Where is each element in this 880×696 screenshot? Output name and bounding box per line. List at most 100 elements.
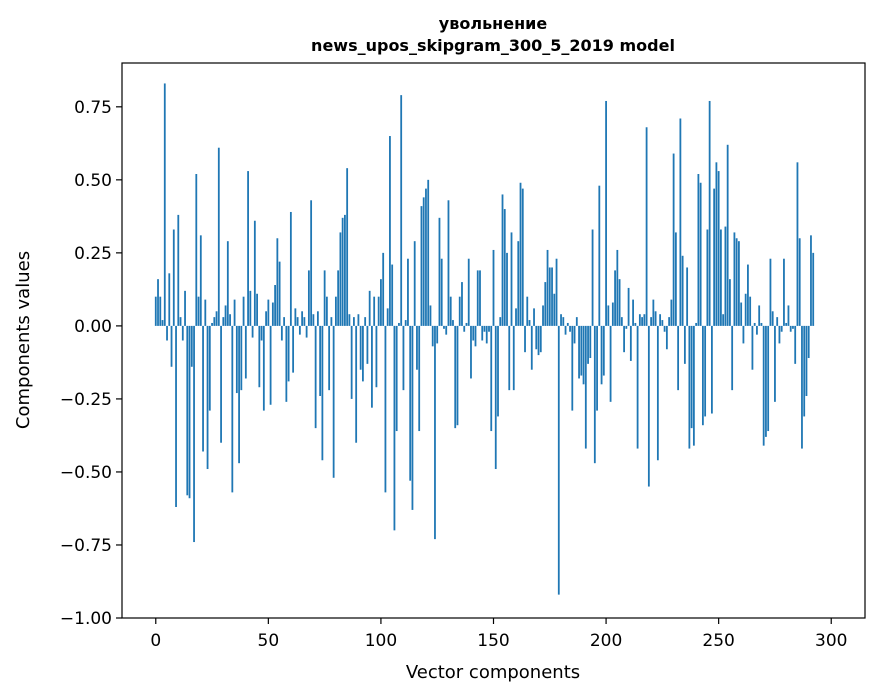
bar (672, 153, 675, 326)
bar (663, 325, 666, 332)
bar (539, 325, 542, 353)
bar (465, 322, 468, 326)
bar (447, 200, 450, 326)
bar (692, 325, 695, 446)
bar (695, 322, 698, 326)
bar (461, 282, 463, 326)
bar (278, 261, 281, 326)
bar (632, 299, 634, 326)
bar (587, 325, 589, 364)
bar (213, 317, 216, 326)
bar (328, 325, 331, 391)
bar (244, 325, 247, 379)
bar (492, 249, 495, 326)
bar (528, 320, 531, 326)
bar (159, 296, 162, 326)
bar (215, 311, 218, 326)
bar (427, 179, 430, 326)
bar (501, 194, 504, 326)
bar (481, 325, 484, 341)
bar (235, 325, 238, 394)
bar (575, 317, 578, 326)
bar (409, 325, 412, 481)
bar (463, 325, 466, 332)
bar (778, 325, 781, 344)
bar (181, 325, 184, 341)
bar (683, 325, 686, 364)
bar (551, 267, 553, 326)
bar (440, 258, 443, 326)
bar (384, 325, 387, 493)
x-tick-label: 300 (815, 631, 847, 651)
bar (404, 320, 407, 326)
bar (503, 209, 506, 326)
bar (578, 325, 580, 379)
bar (445, 325, 448, 335)
bar (602, 325, 605, 376)
bar (801, 325, 803, 449)
bar (769, 258, 772, 326)
y-axis-label: Components values (13, 251, 34, 429)
bar (535, 325, 538, 350)
bar (247, 171, 249, 326)
bar (280, 325, 283, 341)
bar (647, 325, 650, 487)
bar (269, 325, 272, 405)
bar (717, 171, 720, 326)
bar (233, 299, 236, 326)
bar (402, 325, 405, 391)
bar (479, 270, 481, 326)
bar (393, 325, 396, 531)
bar (386, 308, 389, 326)
bar (323, 270, 326, 326)
bar (566, 322, 569, 326)
bar (584, 325, 587, 449)
bar (341, 217, 344, 326)
bar (582, 325, 585, 385)
bar (573, 325, 576, 344)
bar (792, 325, 794, 329)
bar (569, 325, 571, 332)
bar (787, 305, 790, 326)
bar (618, 279, 621, 326)
bar (580, 325, 583, 376)
bar (810, 235, 812, 326)
bar (197, 296, 200, 326)
bar (629, 325, 632, 361)
bar (400, 95, 403, 326)
bar (265, 311, 267, 326)
bar (458, 296, 461, 326)
bar (605, 100, 607, 326)
y-tick-label: 0.25 (74, 244, 112, 264)
bar (589, 325, 592, 359)
y-tick-label: −0.25 (60, 390, 112, 410)
bar (652, 299, 655, 326)
bar (742, 325, 745, 344)
bar (645, 127, 648, 326)
bar (355, 325, 358, 443)
bar (756, 325, 758, 335)
bar (474, 325, 477, 347)
bar (771, 311, 774, 326)
bar (398, 322, 400, 326)
bar (348, 314, 351, 326)
bar (735, 238, 738, 326)
bar (208, 325, 211, 411)
bar (170, 325, 173, 367)
bar (665, 325, 668, 350)
bar (260, 325, 263, 341)
x-axis-label: Vector components (406, 662, 580, 683)
bar (634, 322, 637, 326)
bar (184, 290, 186, 326)
bar (436, 325, 439, 344)
bar (242, 296, 245, 326)
bar (368, 290, 371, 326)
bar (494, 325, 497, 470)
bar (425, 188, 427, 326)
bar (422, 197, 425, 326)
bar (526, 296, 529, 326)
y-axis-ticks: −1.00 −0.75 −0.50 −0.25 0.00 0.25 0.50 0.75 (60, 98, 122, 629)
bar (391, 264, 394, 326)
bar (636, 325, 639, 449)
bar (715, 162, 718, 326)
